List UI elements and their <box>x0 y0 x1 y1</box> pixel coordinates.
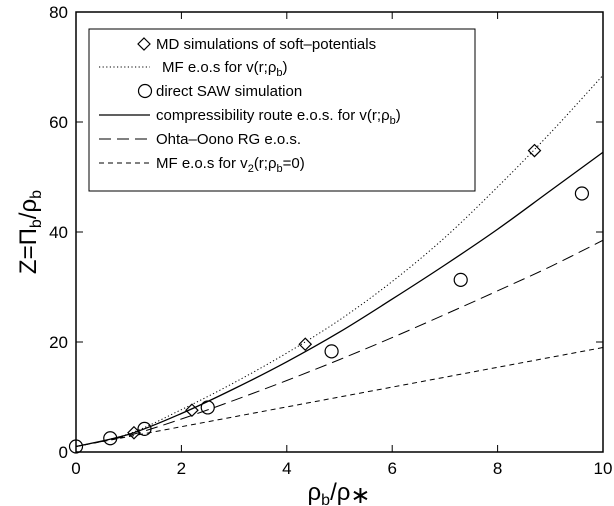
legend-entry-saw: direct SAW simulation <box>137 83 302 100</box>
short-dash-curve <box>75 347 604 447</box>
legend-label-mf-v2: MF e.o.s for v2(r;ρb=0) <box>156 155 305 175</box>
saw-point <box>574 186 590 201</box>
md-point <box>527 143 542 158</box>
y-tick-label: 60 <box>49 113 68 132</box>
dotted-curve <box>75 74 604 447</box>
x-tick-label: 8 <box>493 459 502 478</box>
legend-entry-ohta: Ohta–Oono RG e.o.s. <box>99 131 301 148</box>
x-tick-label: 10 <box>594 459 613 478</box>
x-tick-label: 0 <box>71 459 80 478</box>
md-point <box>185 403 199 418</box>
legend-label-compress: compressibility route e.o.s. for v(r;ρb) <box>156 107 401 127</box>
legend-box <box>88 28 476 192</box>
saw-point <box>453 272 468 287</box>
y-tick-label: 20 <box>49 333 68 352</box>
x-tick-label: 6 <box>387 459 396 478</box>
legend-entry-compress: compressibility route e.o.s. for v(r;ρb) <box>99 107 401 127</box>
legend-label-mf-rho: MF e.o.s for v(r;ρb) <box>162 59 288 79</box>
y-axis-label: Z=Πb/ρb <box>15 190 45 274</box>
legend-entry-mf-rho: MF e.o.s for v(r;ρb) <box>99 59 288 79</box>
md-point <box>298 337 313 352</box>
axis-ticks: 0 2 4 6 8 10 0 20 40 60 80 <box>49 3 612 478</box>
solid-curve <box>75 151 604 448</box>
x-tick-label: 4 <box>282 459 291 478</box>
y-tick-label: 80 <box>49 3 68 22</box>
saw-point <box>68 439 84 454</box>
y-tick-label: 40 <box>49 223 68 242</box>
circle-marker-icon <box>137 83 153 99</box>
legend-label-saw: direct SAW simulation <box>156 83 302 100</box>
y-tick-label: 0 <box>59 443 68 462</box>
legend-label-ohta: Ohta–Oono RG e.o.s. <box>156 131 301 148</box>
long-dash-curve <box>75 239 604 447</box>
legend-label-md: MD simulations of soft–potentials <box>156 36 376 53</box>
legend-entry-mf-v2: MF e.o.s for v2(r;ρb=0) <box>99 155 305 175</box>
legend: MD simulations of soft–potentials MF e.o… <box>88 28 476 192</box>
saw-point <box>324 344 339 359</box>
legend-entry-md: MD simulations of soft–potentials <box>137 36 376 53</box>
x-axis-label: ρb/ρ∗ <box>308 479 371 506</box>
data-series <box>68 74 604 454</box>
x-tick-label: 2 <box>177 459 186 478</box>
diamond-marker-icon <box>137 37 151 51</box>
